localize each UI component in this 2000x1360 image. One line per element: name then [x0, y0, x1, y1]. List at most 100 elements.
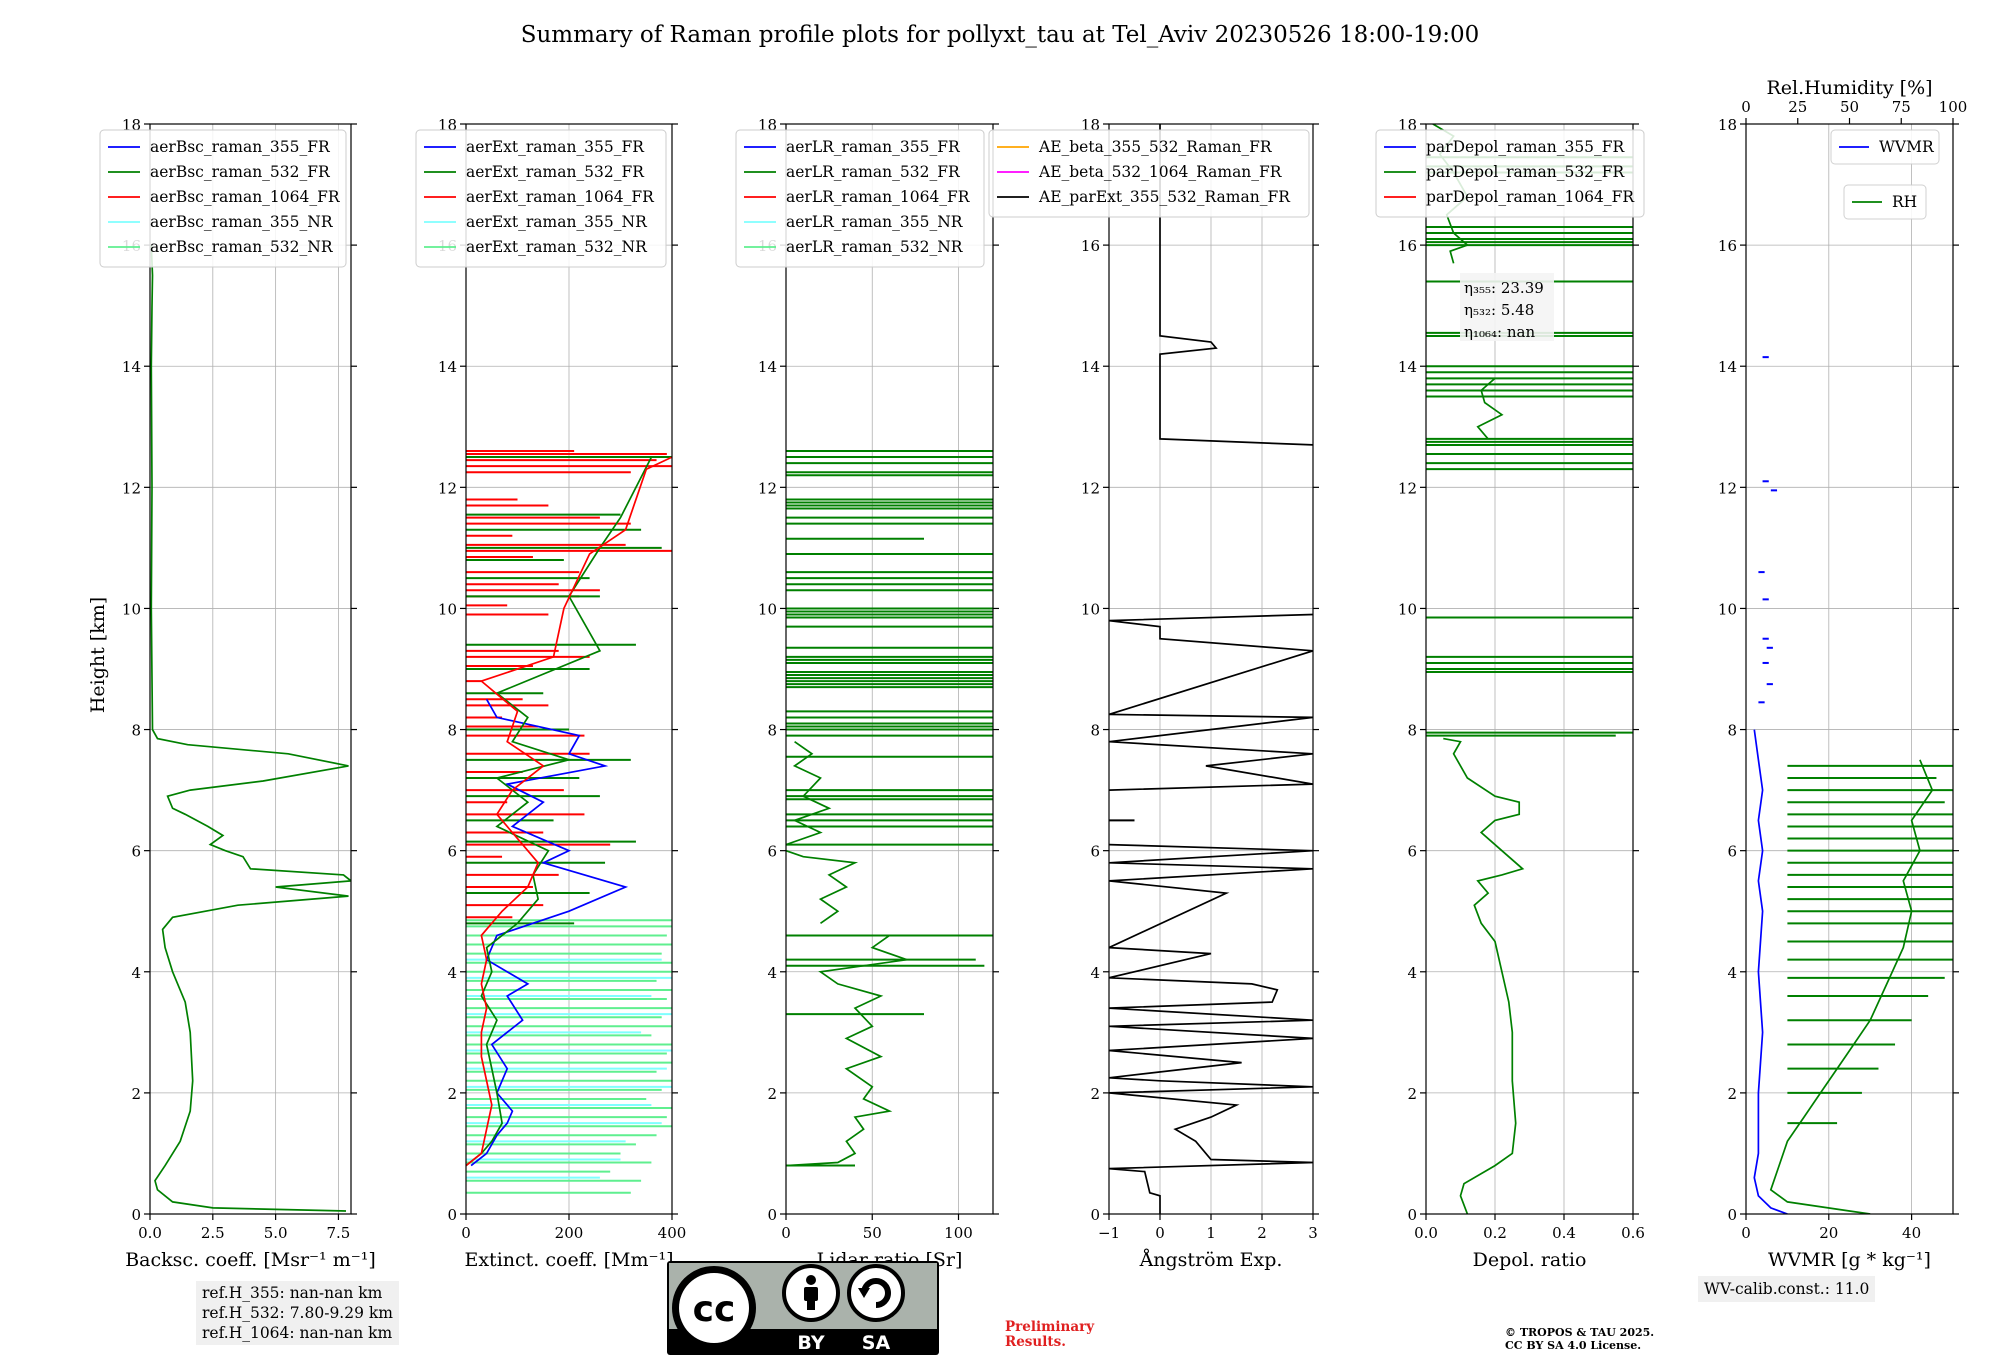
legend-label: aerBsc_raman_355_NR — [150, 213, 334, 231]
xtick-label: 100 — [944, 1224, 973, 1242]
legend-label: aerLR_raman_532_FR — [786, 163, 961, 181]
eta-annotation-line: η₁₀₆₄: nan — [1464, 323, 1535, 341]
legend-box — [988, 129, 1310, 218]
top-x-axis-label: Rel.Humidity [%] — [1766, 77, 1932, 99]
series-line-blue — [470, 698, 629, 1167]
legend-box — [1375, 129, 1645, 218]
panel-data — [1753, 356, 1953, 1214]
panel-data — [466, 450, 672, 1194]
ytick-label: 16 — [1081, 237, 1100, 255]
ytick-label: 14 — [1081, 358, 1100, 376]
legend-label: aerExt_raman_532_FR — [466, 163, 645, 181]
ytick-label: 8 — [131, 722, 141, 740]
legend-label: aerExt_raman_532_NR — [466, 238, 648, 256]
ytick-label: 12 — [438, 479, 457, 497]
legend-label: aerExt_raman_355_FR — [466, 138, 645, 156]
xtick-label: 40 — [1902, 1224, 1921, 1242]
xtick-label: 200 — [555, 1224, 584, 1242]
legend-label: AE_beta_355_532_Raman_FR — [1038, 138, 1273, 156]
legend-label: aerExt_raman_1064_FR — [466, 188, 655, 206]
series-line-red — [466, 456, 672, 1167]
legend-label: RH — [1892, 193, 1917, 211]
legend-label: aerBsc_raman_532_FR — [150, 163, 331, 181]
x-axis-label: Depol. ratio — [1473, 1249, 1587, 1271]
ytick-label: 0 — [1407, 1206, 1417, 1224]
legend-box — [1830, 129, 1940, 165]
legend-label: parDepol_raman_355_FR — [1426, 138, 1626, 156]
wv-calib-const: WV-calib.const.: 11.0 — [1704, 1280, 1870, 1298]
xtick-label: 5.0 — [264, 1224, 288, 1242]
ytick-label: 10 — [1081, 600, 1100, 618]
ytick-label: 16 — [1398, 237, 1417, 255]
top-xtick-label: 100 — [1939, 98, 1968, 116]
panel-data — [150, 245, 351, 1212]
ytick-label: 6 — [447, 843, 457, 861]
ytick-label: 12 — [758, 479, 777, 497]
ytick-label: 14 — [1718, 358, 1737, 376]
ytick-label: 12 — [1718, 479, 1737, 497]
panel-data — [786, 450, 993, 1167]
ytick-label: 0 — [131, 1206, 141, 1224]
ytick-label: 10 — [438, 600, 457, 618]
ytick-label: 12 — [1398, 479, 1417, 497]
series-line-green — [1443, 737, 1525, 1214]
ytick-label: 14 — [758, 358, 777, 376]
series-line-green — [150, 245, 351, 1212]
ref-h-1064: ref.H_1064: nan-nan km — [202, 1324, 393, 1342]
legend-box — [735, 129, 985, 268]
panel-3: 024681012141618050100Lidar ratio [Sr]aer… — [735, 116, 999, 1271]
xtick-label: 0.2 — [1483, 1224, 1507, 1242]
preliminary-results-note: Preliminary Results. — [1005, 1319, 1095, 1350]
series-line-green — [786, 849, 859, 924]
legend-box — [415, 129, 667, 268]
series-line-black — [1159, 124, 1313, 446]
legend-label: parDepol_raman_532_FR — [1426, 163, 1626, 181]
ytick-label: 6 — [767, 843, 777, 861]
ytick-label: 10 — [1398, 600, 1417, 618]
legend-box — [1843, 184, 1927, 220]
ytick-label: 6 — [1407, 843, 1417, 861]
xtick-label: 7.5 — [327, 1224, 351, 1242]
ytick-label: 4 — [1407, 964, 1417, 982]
ytick-label: 2 — [767, 1085, 777, 1103]
x-axis-label: Ångström Exp. — [1139, 1249, 1283, 1271]
ytick-label: 10 — [758, 600, 777, 618]
xtick-label: 2.5 — [201, 1224, 225, 1242]
ytick-label: 6 — [131, 843, 141, 861]
series-line-black — [1109, 843, 1313, 1214]
ref-h-532: ref.H_532: 7.80-9.29 km — [202, 1304, 393, 1322]
ytick-label: 2 — [447, 1085, 457, 1103]
cc-by-sa-badge: cc BY SA — [667, 1261, 939, 1355]
legend-label: aerLR_raman_532_NR — [786, 238, 964, 256]
xtick-label: −1 — [1098, 1224, 1120, 1242]
ytick-label: 14 — [438, 358, 457, 376]
legend-label: aerLR_raman_355_NR — [786, 213, 964, 231]
legend-box — [99, 129, 347, 268]
xtick-label: 400 — [658, 1224, 687, 1242]
ref-h-355: ref.H_355: nan-nan km — [202, 1284, 383, 1302]
ytick-label: 4 — [1727, 964, 1737, 982]
ytick-label: 6 — [1090, 843, 1100, 861]
ytick-label: 16 — [1718, 237, 1737, 255]
legend-label: aerExt_raman_355_NR — [466, 213, 648, 231]
ytick-label: 4 — [767, 964, 777, 982]
series-line-green — [1476, 377, 1504, 440]
series-line-black — [1109, 613, 1313, 791]
ytick-label: 8 — [447, 722, 457, 740]
series-line-green — [1769, 759, 1934, 1214]
cc-sa-label: SA — [862, 1332, 891, 1354]
ytick-label: 2 — [1407, 1085, 1417, 1103]
ytick-label: 2 — [1090, 1085, 1100, 1103]
xtick-label: 0.4 — [1552, 1224, 1576, 1242]
ytick-label: 10 — [1718, 600, 1737, 618]
ytick-label: 12 — [122, 479, 141, 497]
xtick-label: 2 — [1257, 1224, 1267, 1242]
ytick-label: 14 — [122, 358, 141, 376]
legend-label: parDepol_raman_1064_FR — [1426, 188, 1635, 206]
x-axis-label: Backsc. coeff. [Msr⁻¹ m⁻¹] — [125, 1249, 376, 1271]
top-xtick-label: 50 — [1840, 98, 1859, 116]
legend-label: aerBsc_raman_532_NR — [150, 238, 334, 256]
